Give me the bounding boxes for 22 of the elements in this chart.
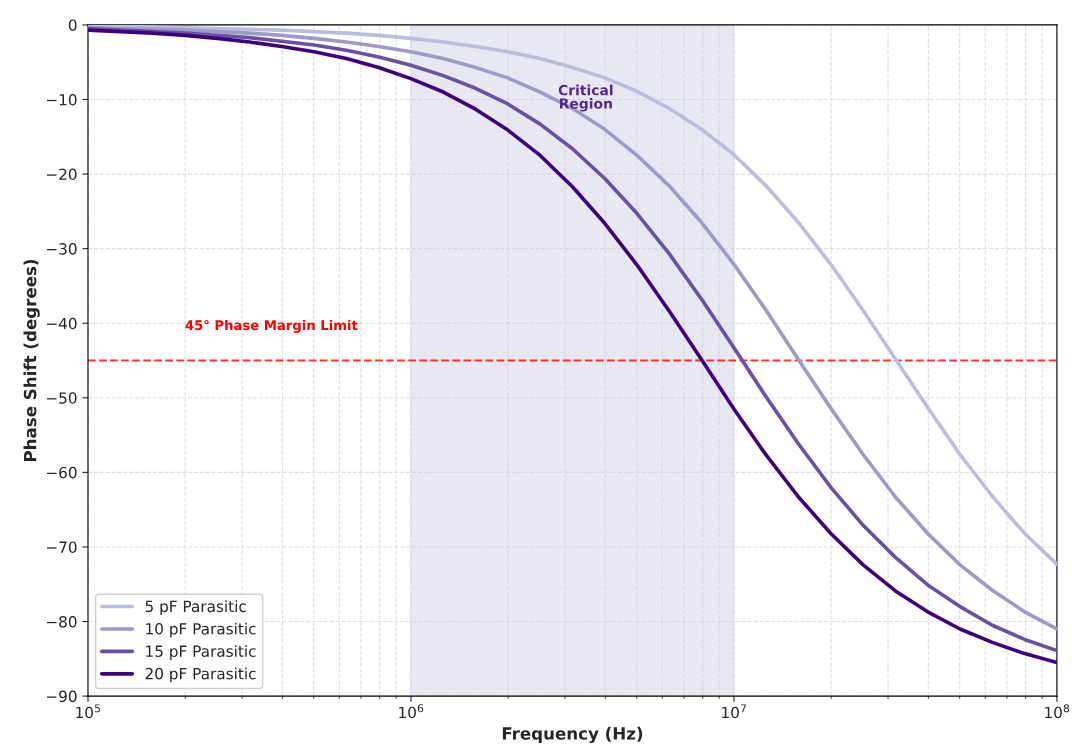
legend-label: 20 pF Parasitic bbox=[145, 667, 256, 683]
y-tick-label: −40 bbox=[46, 317, 77, 330]
y-tick-label: −90 bbox=[46, 690, 77, 703]
y-tick-label: −20 bbox=[46, 168, 77, 181]
x-tick-label: 10$^{5}$ bbox=[76, 704, 100, 719]
y-tick-label: −30 bbox=[46, 243, 77, 255]
y-tick-label: −60 bbox=[46, 466, 77, 479]
y-axis-title: Phase Shift (degrees) bbox=[23, 259, 40, 462]
y-tick-label: −10 bbox=[46, 93, 77, 106]
y-tick-label: 0 bbox=[68, 19, 77, 31]
x-tick-label: 10$^{8}$ bbox=[1045, 704, 1070, 719]
y-tick-label: −50 bbox=[46, 392, 77, 404]
band-label: Critical Region bbox=[558, 84, 613, 112]
x-tick-label: 10$^{7}$ bbox=[722, 704, 746, 719]
y-tick-label: −70 bbox=[46, 541, 77, 553]
y-tick-label: −80 bbox=[46, 616, 77, 628]
legend-label: 10 pF Parasitic bbox=[146, 622, 256, 638]
legend-label: 5 pF Parasitic bbox=[145, 600, 246, 616]
x-axis-title: Frequency (Hz) bbox=[502, 726, 643, 744]
ref-line-label: 45° Phase Margin Limit bbox=[185, 319, 358, 333]
x-tick-label: 10$^{6}$ bbox=[399, 704, 424, 719]
legend-label: 15 pF Parasitic bbox=[146, 645, 256, 660]
